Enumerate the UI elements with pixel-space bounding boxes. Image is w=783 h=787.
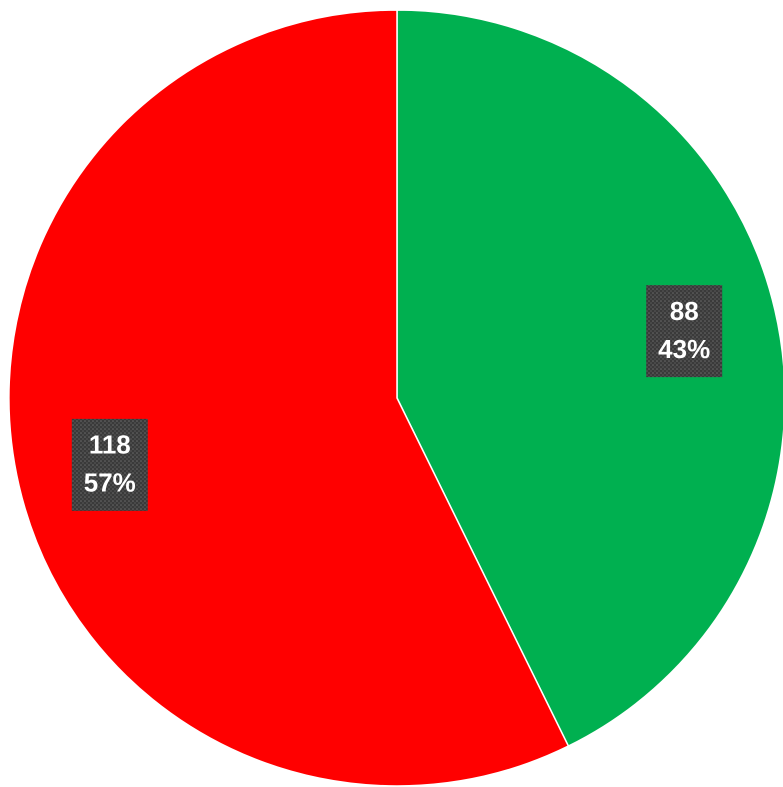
pie-slice [8, 9, 570, 787]
data-label-percent: 43% [658, 334, 710, 364]
data-label-box [71, 418, 148, 511]
data-label-value: 88 [670, 296, 699, 326]
data-label-box [646, 285, 723, 378]
data-label-percent: 57% [84, 468, 136, 498]
pie-slice [396, 9, 783, 748]
data-label-value: 118 [89, 430, 131, 460]
